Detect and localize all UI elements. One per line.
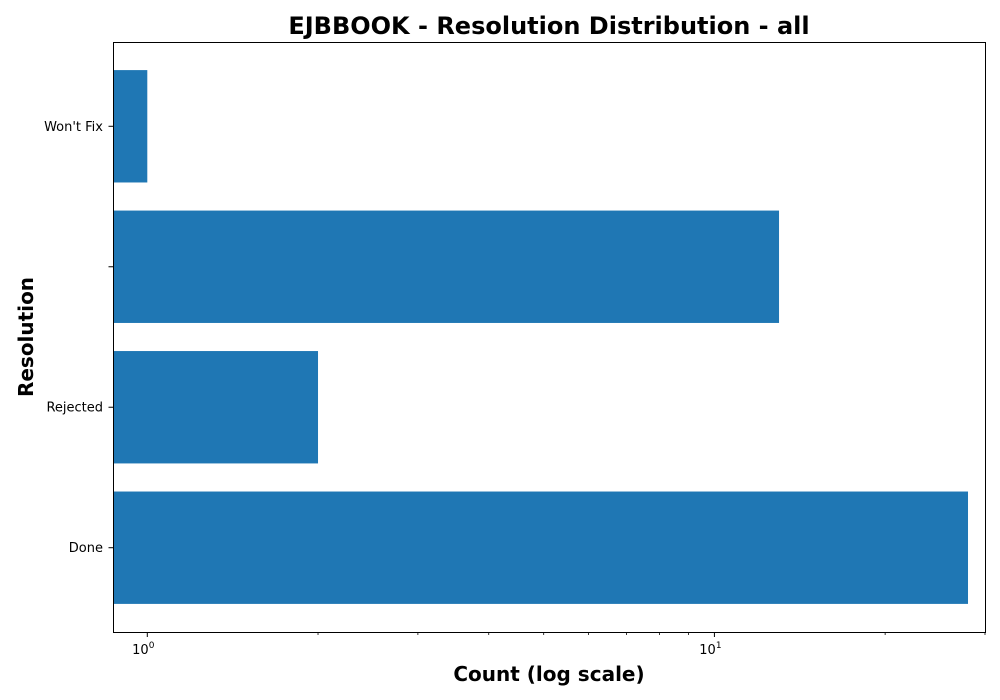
- bars-group: [113, 70, 969, 604]
- bar-unlabeled: [113, 210, 780, 323]
- x-axis-label: Count (log scale): [453, 662, 644, 686]
- y-axis-label: Resolution: [14, 277, 38, 397]
- bar-done: [113, 491, 969, 604]
- bar-rejected: [113, 351, 319, 464]
- plot-frame: [113, 42, 986, 633]
- bar-won-t-fix: [113, 70, 148, 183]
- x-tick-label: 101: [699, 641, 721, 658]
- y-tick-label: Done: [69, 541, 103, 556]
- y-tick-label: Won't Fix: [44, 120, 103, 135]
- y-tick-label: Rejected: [46, 401, 103, 416]
- x-axis-ticks: 100 101: [132, 632, 986, 658]
- chart-title: EJBBOOK - Resolution Distribution - all: [288, 12, 809, 40]
- x-tick-label: 100: [132, 641, 155, 658]
- y-axis-ticks: Done Rejected Won't Fix: [44, 120, 113, 556]
